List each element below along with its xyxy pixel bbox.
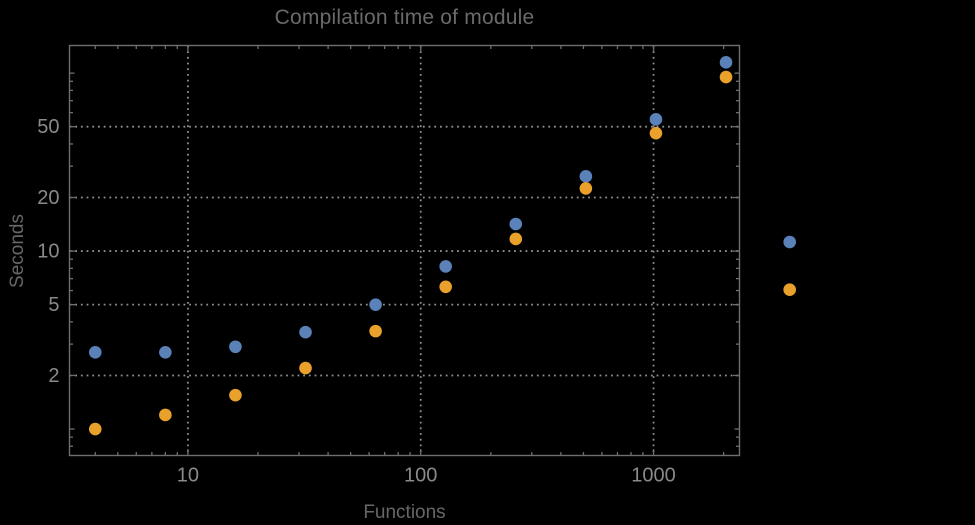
data-point-blue bbox=[88, 345, 102, 359]
data-point-blue bbox=[579, 170, 593, 183]
x-axis-label: Functions bbox=[363, 502, 446, 523]
x-tick-label: 100 bbox=[404, 465, 437, 487]
data-point-blue bbox=[299, 325, 312, 339]
data-point-orange bbox=[369, 324, 382, 338]
data-point-orange bbox=[439, 280, 452, 294]
data-point-orange bbox=[719, 70, 733, 84]
y-tick-label: 10 bbox=[37, 241, 59, 263]
data-point-orange bbox=[159, 408, 172, 422]
data-point-blue bbox=[439, 260, 452, 273]
data-point-orange bbox=[649, 126, 663, 140]
data-point-blue bbox=[719, 56, 733, 69]
data-point-blue bbox=[509, 217, 523, 231]
data-point-blue bbox=[159, 345, 172, 359]
legend-marker-orange bbox=[783, 283, 796, 297]
data-point-orange bbox=[88, 422, 102, 436]
legend-marker-blue bbox=[783, 235, 796, 249]
y-tick-label: 50 bbox=[37, 116, 59, 138]
data-point-blue bbox=[229, 340, 242, 354]
x-tick-label: 10 bbox=[177, 465, 199, 487]
data-point-blue bbox=[369, 298, 382, 311]
y-tick-label: 2 bbox=[48, 365, 59, 387]
data-point-orange bbox=[229, 388, 242, 402]
data-point-orange bbox=[579, 182, 593, 195]
data-point-orange bbox=[509, 232, 523, 246]
y-tick-label: 20 bbox=[37, 187, 59, 209]
y-axis-label: Seconds bbox=[7, 214, 28, 288]
data-point-orange bbox=[299, 361, 312, 375]
plot-frame bbox=[68, 44, 741, 457]
y-tick-label: 5 bbox=[48, 294, 59, 316]
x-tick-label: 1000 bbox=[631, 465, 676, 487]
chart-title: Compilation time of module bbox=[274, 6, 535, 29]
data-point-blue bbox=[649, 113, 663, 126]
